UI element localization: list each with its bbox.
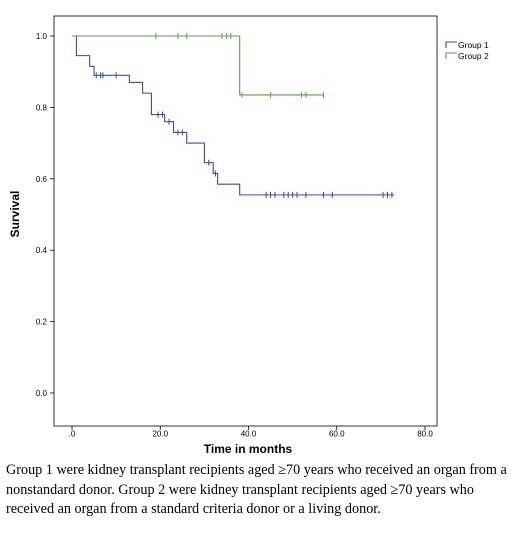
x-tick-label: 60.0: [329, 430, 345, 439]
legend-label: Group 2: [458, 51, 489, 61]
x-tick-label: .0: [69, 430, 76, 439]
x-axis: .0 20.0 40.0 60.0 80.0: [69, 426, 433, 439]
legend-swatch: [445, 52, 457, 59]
y-tick-label: 0.4: [36, 246, 48, 255]
y-axis: 0.0 0.2 0.4 0.6 0.8 1.0: [36, 32, 54, 398]
legend-label: Group 1: [458, 40, 489, 50]
series-layer: [72, 33, 395, 198]
x-tick-label: 40.0: [241, 430, 257, 439]
y-tick-label: 0.2: [36, 318, 48, 327]
legend-swatch: [445, 41, 457, 48]
survival-chart: .0 20.0 40.0 60.0 80.0 0.0 0.2 0.4 0.6 0.8 1.0 Ti…: [8, 15, 489, 456]
plot-area: [53, 15, 438, 427]
y-tick-label: 0.0: [36, 389, 48, 398]
x-tick-label: 80.0: [417, 430, 433, 439]
figure-caption: Group 1 were kidney transplant recipient…: [6, 462, 507, 517]
x-tick-label: 20.0: [152, 430, 168, 439]
y-tick-label: 0.6: [36, 175, 48, 184]
y-tick-label: 1.0: [36, 32, 48, 41]
x-axis-title: Time in months: [204, 442, 293, 456]
y-axis-title: Survival: [8, 191, 22, 238]
y-tick-label: 0.8: [36, 103, 48, 112]
legend-item-group-1: Group 1: [445, 40, 489, 50]
legend-item-group-2: Group 2: [445, 51, 489, 61]
